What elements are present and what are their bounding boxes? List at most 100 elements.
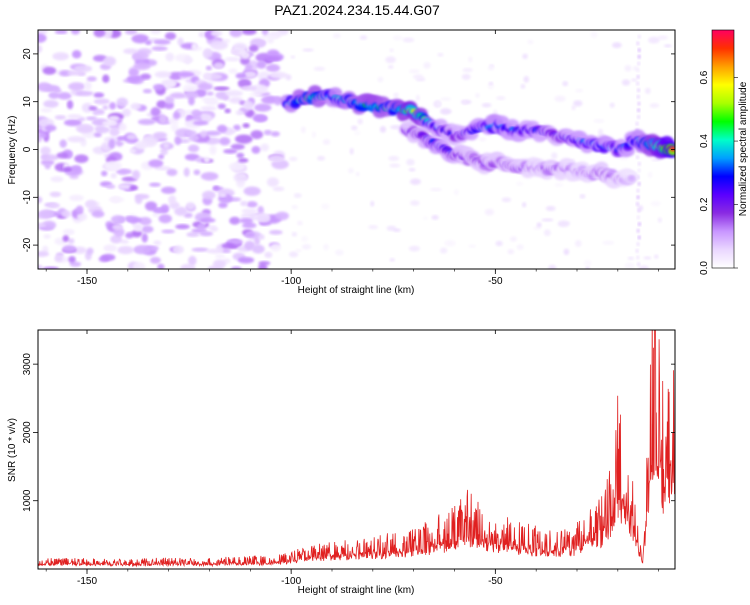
heatmap-cell	[145, 40, 152, 45]
heatmap-cell	[636, 242, 639, 246]
heatmap-cell	[160, 204, 169, 213]
heatmap-cell	[517, 244, 524, 250]
heatmap-cell	[440, 108, 451, 114]
heatmap-cell	[185, 55, 191, 64]
heatmap-cell	[628, 257, 635, 260]
heatmap-cell	[197, 223, 205, 230]
heatmap-cell	[628, 176, 634, 181]
heatmap-cell	[292, 232, 297, 237]
heatmap-cell	[267, 49, 279, 57]
heatmap-cell	[112, 224, 123, 230]
heatmap-cell	[159, 214, 172, 223]
heatmap-cell	[462, 68, 472, 72]
heatmap-cell	[648, 172, 653, 178]
heatmap-cell	[45, 163, 51, 169]
heatmap-cell	[67, 100, 73, 109]
heatmap-cell	[360, 35, 367, 40]
heatmap-cell	[191, 109, 201, 117]
heatmap-cell	[291, 55, 295, 58]
heatmap-cell	[116, 97, 128, 107]
heatmap-cell	[72, 50, 82, 58]
heatmap-cell	[43, 234, 50, 239]
heatmap-cell	[253, 114, 267, 122]
snr-y-tick-label: 1000	[22, 489, 33, 512]
heatmap-cell	[333, 33, 341, 38]
heatmap-cell	[68, 82, 85, 90]
heatmap-cell	[265, 56, 281, 61]
heatmap-cell	[482, 103, 492, 107]
heatmap-cell	[602, 241, 614, 245]
heatmap-cell	[393, 228, 401, 231]
heatmap-cell	[96, 109, 105, 115]
heatmap-cell	[638, 182, 641, 186]
heatmap-cell	[170, 93, 186, 99]
snr-x-tick-label: -150	[77, 576, 97, 587]
heatmap-cell	[38, 133, 47, 138]
spectrogram-x-tick-label: -50	[488, 276, 503, 287]
snr-x-tick-label: -50	[488, 576, 503, 587]
heatmap-cell	[102, 105, 108, 110]
heatmap-cell	[77, 125, 94, 133]
heatmap-cell	[214, 86, 230, 90]
heatmap-cell	[523, 76, 529, 83]
heatmap-cell	[413, 74, 424, 79]
heatmap-cell	[211, 30, 223, 36]
spectrogram-ylabel: Frequency (Hz)	[7, 116, 18, 185]
heatmap-cell	[270, 244, 281, 252]
heatmap-cell	[129, 68, 139, 77]
heatmap-cell	[87, 248, 94, 255]
heatmap-cell	[489, 82, 493, 85]
heatmap-cell	[236, 153, 244, 159]
heatmap-cell	[591, 32, 598, 38]
heatmap-cell	[554, 96, 565, 102]
heatmap-cell	[522, 202, 526, 207]
heatmap-cell	[188, 256, 197, 266]
heatmap-cell	[462, 100, 466, 104]
heatmap-cell	[249, 45, 259, 52]
heatmap-cell	[67, 71, 83, 76]
heatmap-cell	[440, 97, 451, 101]
heatmap-cell	[393, 35, 403, 40]
heatmap-cell	[77, 213, 87, 221]
heatmap-cell	[148, 159, 163, 167]
heatmap-cell	[219, 193, 226, 197]
colorbar-label: Normalized spectral amplitude	[738, 81, 749, 216]
heatmap-cell	[664, 44, 672, 47]
heatmap-cell	[562, 81, 568, 86]
figure-title: PAZ1.2024.234.15.44.G07	[274, 2, 440, 18]
heatmap-cell	[544, 229, 551, 236]
heatmap-cell	[558, 220, 570, 227]
heatmap-cell	[92, 210, 105, 217]
heatmap-cell	[217, 125, 227, 133]
heatmap-cell	[645, 88, 651, 94]
heatmap-cell	[127, 134, 137, 140]
spectrogram-y-tick-label: 20	[22, 48, 33, 60]
heatmap-cell	[551, 152, 557, 159]
heatmap-cell	[368, 225, 378, 229]
heatmap-cell	[219, 137, 230, 145]
heatmap-cell	[64, 119, 82, 126]
heatmap-cell	[321, 203, 330, 209]
heatmap-cell	[636, 189, 639, 193]
colorbar-tick-label: 0.6	[699, 70, 710, 84]
heatmap-cell	[351, 126, 357, 131]
heatmap-cell	[430, 188, 442, 191]
heatmap-cell	[186, 232, 199, 237]
heatmap-cell	[235, 134, 253, 143]
heatmap-cell	[41, 154, 59, 161]
heatmap-cell	[275, 212, 289, 221]
heatmap-cell	[264, 130, 272, 135]
heatmap-cell	[257, 216, 270, 223]
heatmap-cell	[301, 126, 306, 133]
heatmap-cell	[202, 191, 216, 200]
heatmap-cell	[225, 90, 243, 96]
heatmap-cell	[312, 131, 316, 137]
heatmap-cell	[41, 108, 52, 113]
heatmap-cell	[76, 91, 94, 97]
heatmap-cell	[580, 194, 586, 198]
heatmap-cell	[270, 72, 288, 79]
heatmap-cell	[50, 192, 62, 197]
heatmap-cell	[238, 257, 254, 264]
